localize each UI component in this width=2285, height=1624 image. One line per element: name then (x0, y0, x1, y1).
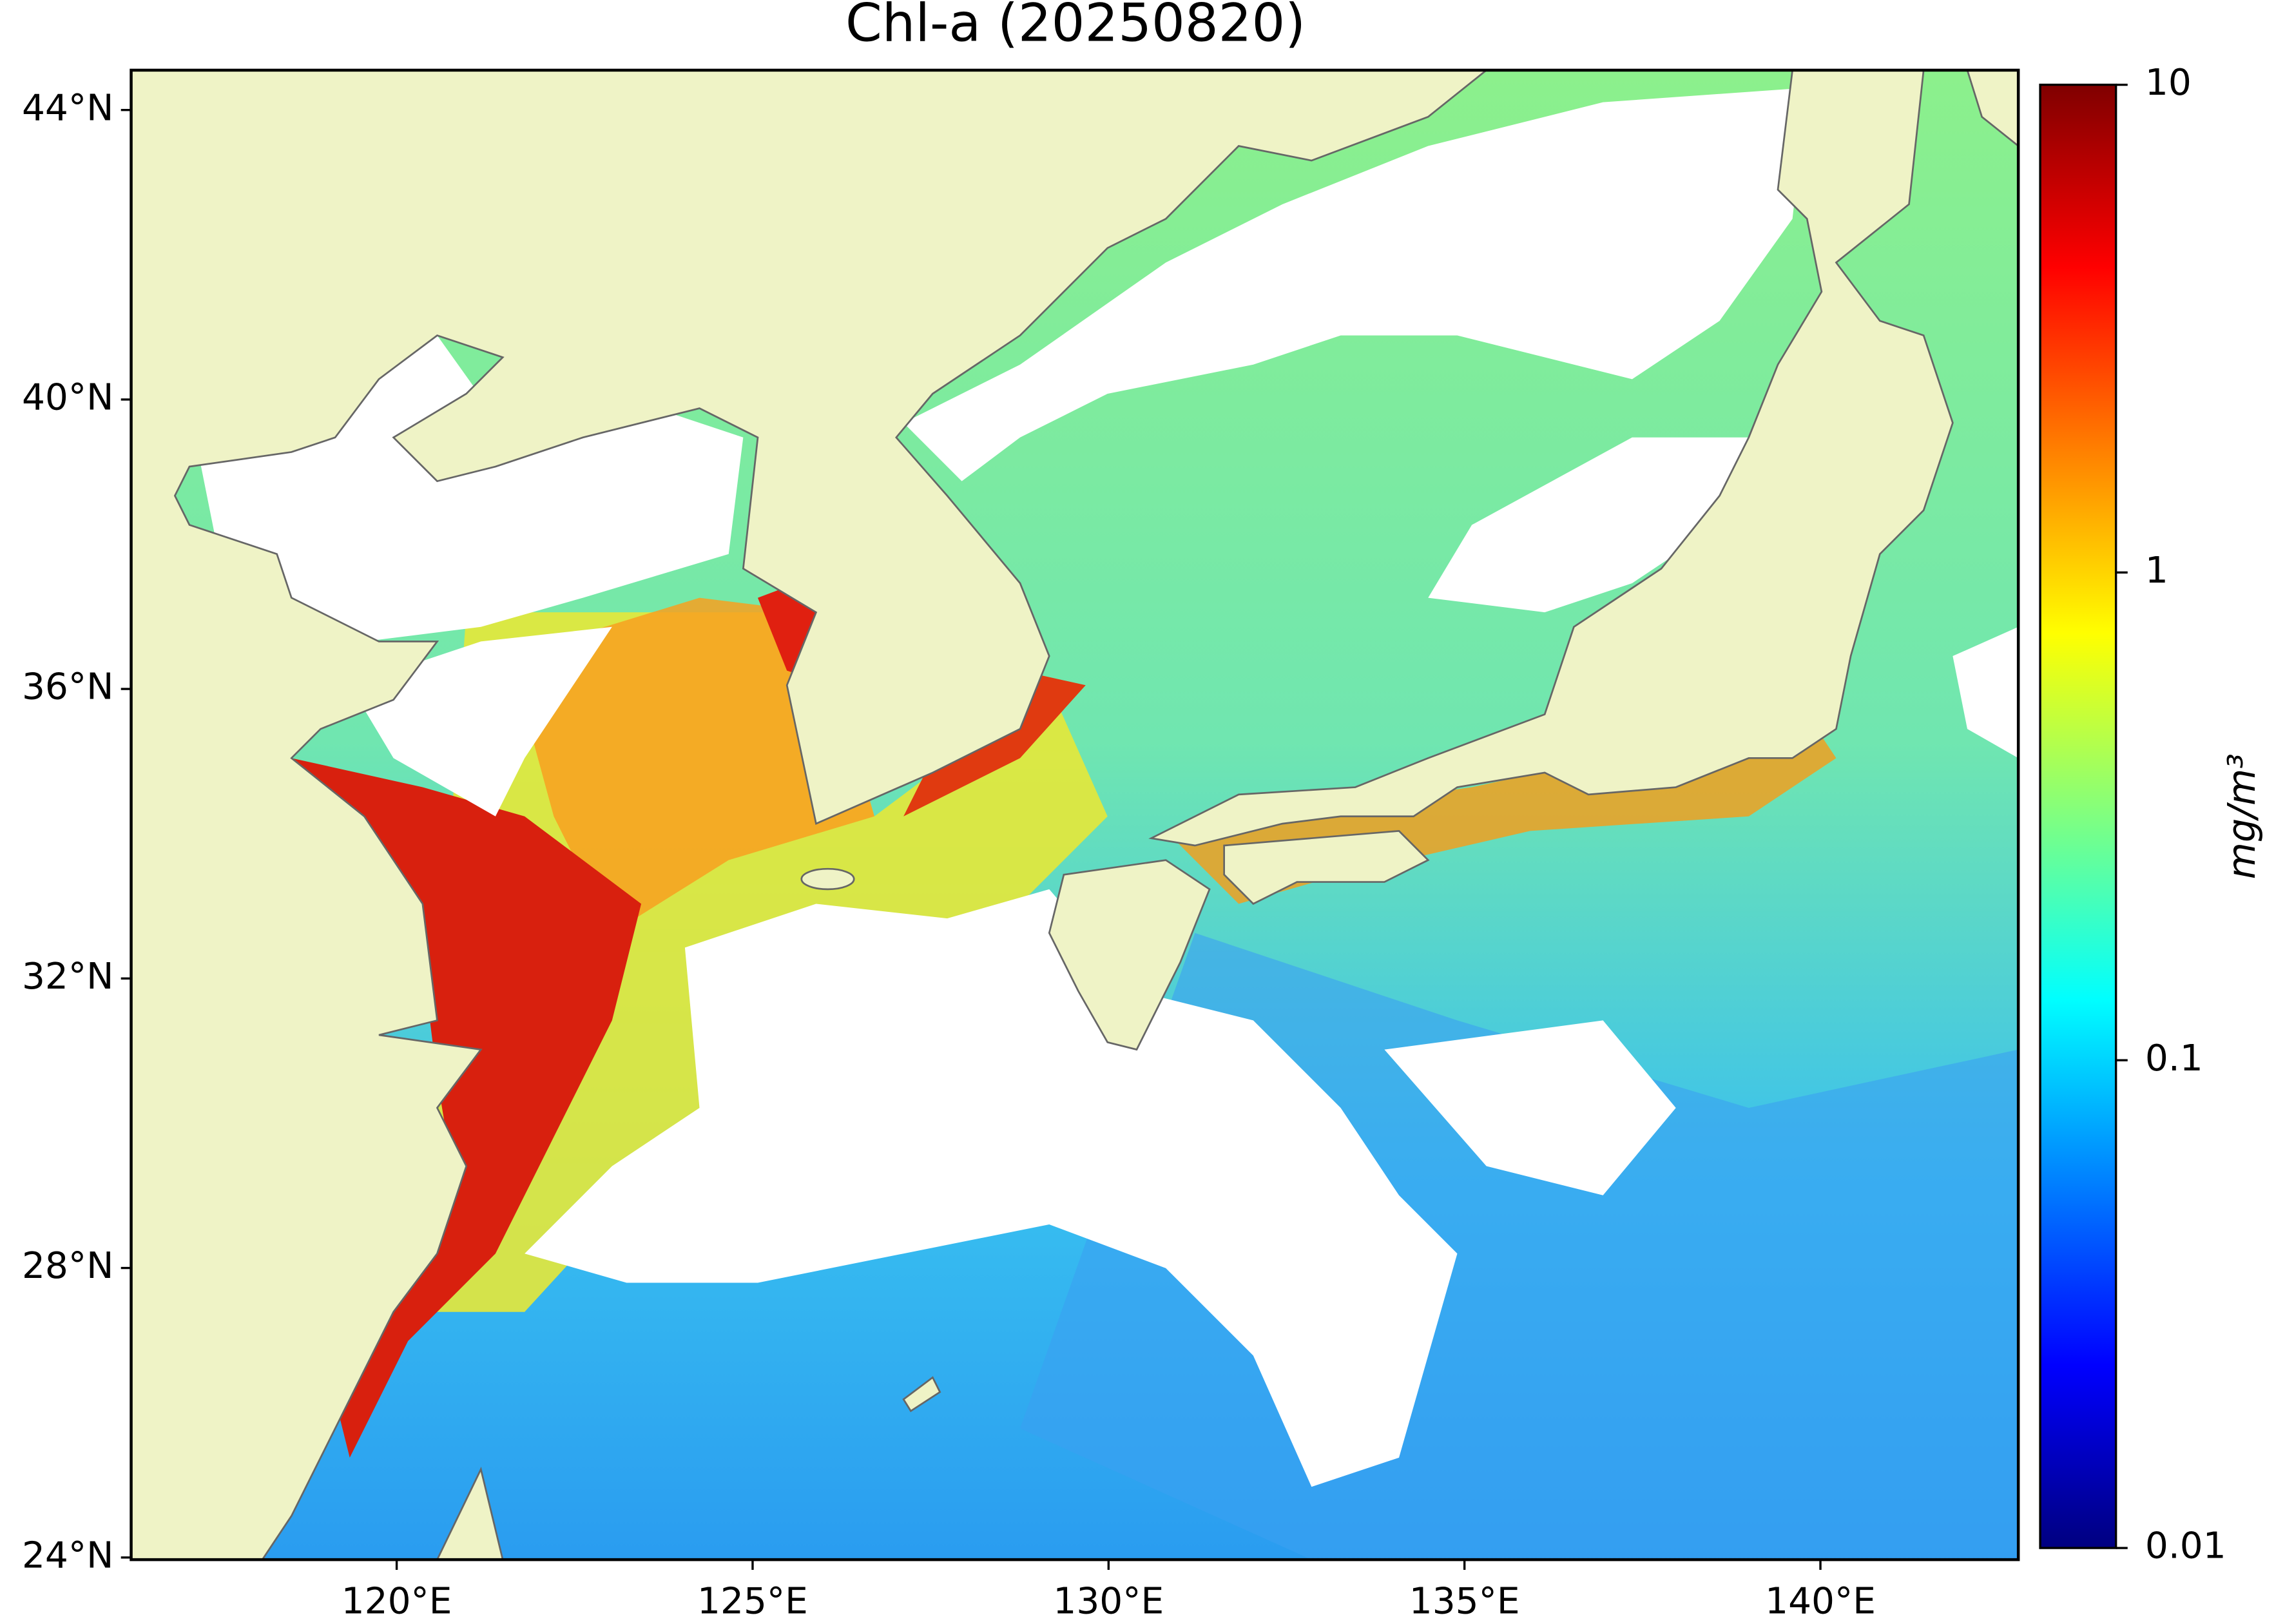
land-asia (131, 70, 1488, 1560)
x-tick-label: 120°E (342, 1581, 452, 1623)
high-chl-area (510, 597, 874, 933)
map (131, 70, 2019, 1560)
y-tick-label: 32°N (22, 956, 113, 998)
very-high-chl-area (291, 758, 642, 1458)
colorbar-label: mg/m³ (2219, 753, 2264, 879)
cloud-mask (175, 88, 2019, 1487)
y-tick-label: 28°N (22, 1245, 113, 1287)
y-tick-label: 40°N (22, 377, 113, 419)
land-jeju (800, 867, 855, 891)
colorbar-tick-label: 10 (2145, 62, 2192, 104)
land-sakhalin (1966, 70, 2019, 148)
x-tick-label: 135°E (1409, 1581, 1520, 1623)
y-tick-label: 44°N (22, 87, 113, 129)
land-japan (1148, 70, 1954, 847)
y-tick-label: 24°N (22, 1534, 113, 1576)
very-high-chl-area (903, 670, 1086, 817)
x-tick-label: 130°E (1053, 1581, 1164, 1623)
land-kyushu (1048, 859, 1211, 1051)
x-tick-label: 140°E (1765, 1581, 1876, 1623)
land-okinawa (902, 1376, 941, 1413)
land-shikoku (1223, 829, 1430, 905)
plot-frame (130, 68, 2020, 1561)
colorbar (2039, 83, 2117, 1549)
colorbar-tick-label: 1 (2145, 550, 2168, 592)
x-tick-label: 125°E (697, 1581, 808, 1623)
chart-title: Chl-a (20250820) (845, 0, 1306, 54)
colorbar-tick-label: 0.1 (2145, 1038, 2203, 1079)
land-taiwan (436, 1466, 504, 1560)
y-tick-label: 36°N (22, 666, 113, 708)
colorbar-tick-label: 0.01 (2145, 1525, 2226, 1567)
